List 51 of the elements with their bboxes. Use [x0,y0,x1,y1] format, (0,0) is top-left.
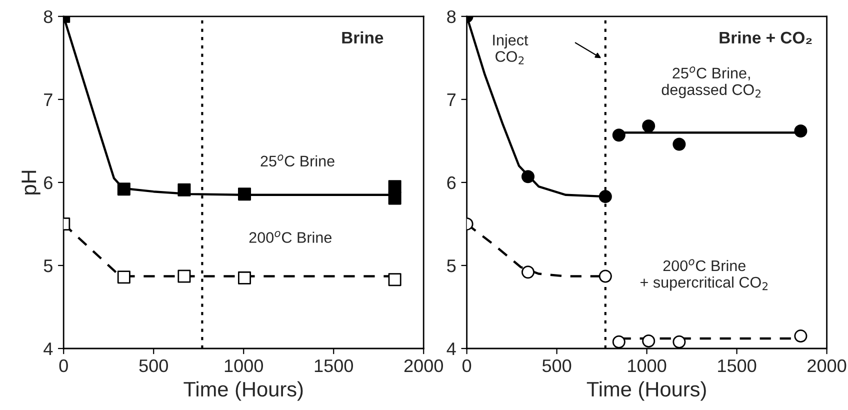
point [794,124,808,138]
point [388,273,402,286]
y-tick-label: 7 [447,94,456,106]
point [238,271,252,284]
x-tick-label: 1500 [718,359,756,372]
x-tick-label: 0 [462,359,472,372]
point [612,335,626,348]
point [388,180,402,194]
y-tick-label: 8 [44,10,52,24]
point [117,182,130,196]
y-tick-label: 6 [447,176,456,190]
annotation: Inject CO$_{2}$ [493,34,528,64]
annotation: 25$^{o}$C Brine [260,154,334,167]
point [612,128,626,142]
x-tick-label: 1000 [224,359,263,372]
point [521,266,535,279]
x-tick-label: 500 [139,359,168,372]
point [238,188,252,201]
x-tick-label: 1500 [314,359,353,372]
point [117,270,130,284]
y-tick-label: 4 [446,342,456,356]
point [672,138,686,151]
x-tick-label: 500 [542,359,572,372]
x-axis-title: Time (Hours) [184,381,303,401]
y-tick-label: 5 [447,260,456,272]
annotation: 200$^{o}$C Brine [249,230,332,243]
x-axis-title: Time (Hours) [586,381,706,401]
point [642,119,656,132]
point [598,190,612,204]
y-tick-label: 4 [44,342,53,356]
annotation: 200$^{o}$C Brine + supercritical CO$_{2}$ [640,259,768,291]
point [521,170,535,184]
x-tick-label: 1000 [628,359,666,372]
point [672,335,686,348]
point [794,330,808,343]
y-tick-label: 7 [44,94,52,106]
annotation: 25$^{o}$C Brine, degassed CO$_{2}$ [662,66,760,98]
point [178,270,191,283]
y-tick-label: 5 [44,260,52,272]
point [598,270,612,283]
text: Brine [342,31,384,44]
x-tick-label: 2000 [808,359,846,372]
point [642,334,656,348]
text: Brine + CO₂ [720,31,812,44]
point [388,192,402,205]
y-tick-label: 6 [44,176,52,190]
y-tick-label: 8 [447,10,456,24]
point [178,183,191,196]
x-tick-label: 0 [59,359,68,372]
y-axis-title: pH [22,170,40,194]
x-tick-label: 2000 [404,359,443,372]
